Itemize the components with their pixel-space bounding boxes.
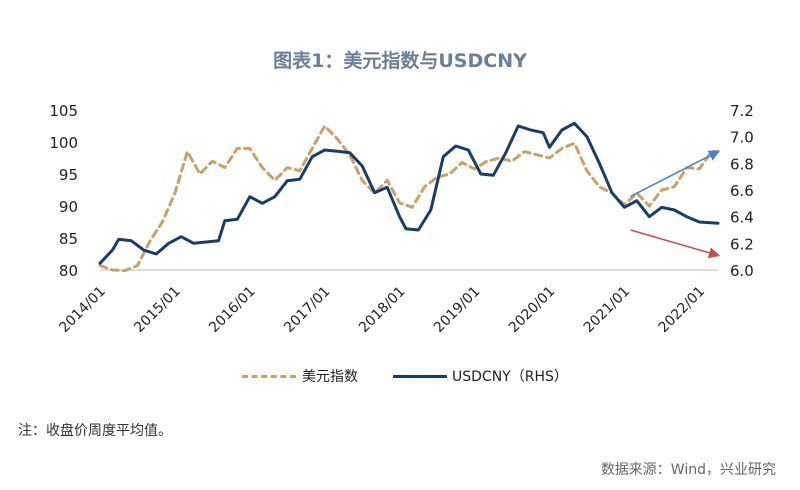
- y-left-tick-label: 85: [59, 230, 78, 248]
- series-line-usdcny: [98, 121, 720, 265]
- x-tick-label: 2017/01: [281, 284, 333, 336]
- x-tick-label: 2018/01: [356, 284, 408, 336]
- y-right-tick-label: 7.2: [730, 102, 754, 120]
- y-right-tick-label: 6.8: [730, 155, 754, 173]
- chart-legend: 美元指数 USDCNY（RHS）: [0, 366, 800, 386]
- x-tick-label: 2014/01: [56, 284, 108, 336]
- x-tick-label: 2020/01: [506, 284, 558, 336]
- x-tick-label: 2019/01: [431, 284, 483, 336]
- legend-label-usdcny: USDCNY（RHS）: [452, 369, 568, 385]
- trend-arrow-up: [630, 150, 720, 198]
- footnote: 注：收盘价周度平均值。: [18, 423, 172, 439]
- source-note: 数据来源：Wind，兴业研究: [600, 462, 776, 478]
- x-tick-label: 2021/01: [581, 284, 633, 336]
- y-right-tick-label: 7.0: [730, 129, 754, 147]
- legend-swatch-dxy: [242, 375, 296, 378]
- y-right-tick-label: 6.0: [730, 262, 754, 280]
- chart-title: 图表1：美元指数与USDCNY: [273, 50, 527, 72]
- y-left-tick-label: 105: [49, 102, 78, 120]
- y-right-tick-label: 6.4: [730, 209, 754, 227]
- y-left-tick-label: 90: [59, 198, 78, 216]
- y-left-tick-label: 95: [59, 166, 78, 184]
- y-right-tick-label: 6.6: [730, 182, 754, 200]
- trend-arrow-down: [630, 229, 721, 259]
- x-tick-label: 2016/01: [206, 284, 258, 336]
- legend-label-dxy: 美元指数: [302, 369, 358, 385]
- y-left-tick-label: 100: [49, 134, 78, 152]
- series-line-dxy: [98, 124, 720, 273]
- y-right-tick-label: 6.2: [730, 235, 754, 253]
- x-tick-label: 2015/01: [131, 284, 183, 336]
- x-tick-label: 2022/01: [656, 284, 708, 336]
- y-left-tick-label: 80: [59, 262, 78, 280]
- legend-swatch-usdcny: [393, 375, 447, 378]
